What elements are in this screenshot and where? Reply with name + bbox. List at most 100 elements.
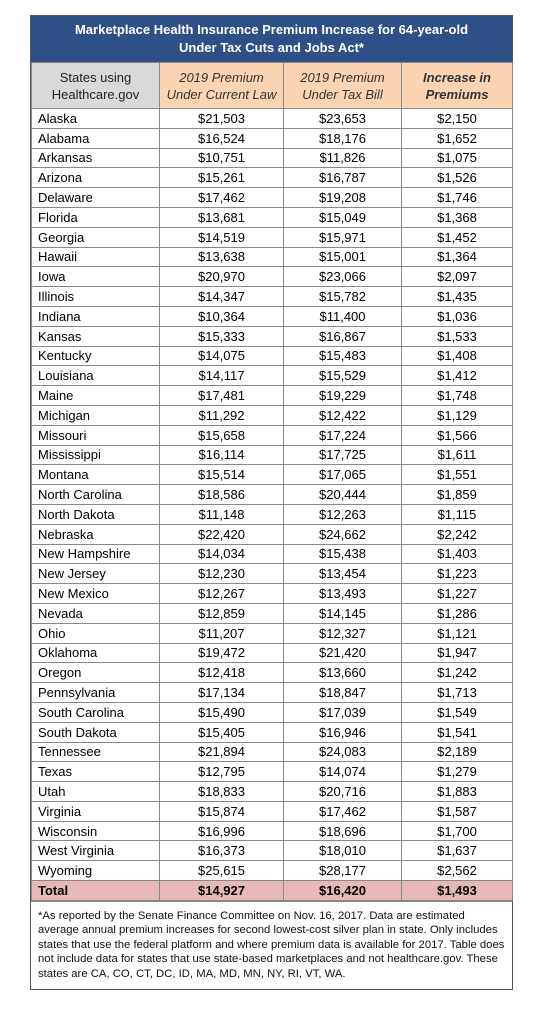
value-cell: $16,787 bbox=[283, 167, 402, 189]
table-row: Maine $17,481 $19,229 $1,748 bbox=[31, 385, 513, 406]
value-cell: $17,462 bbox=[159, 187, 284, 208]
premium-table: States using Healthcare.gov 2019 Premium Un… bbox=[31, 62, 513, 901]
state-cell: Florida bbox=[31, 206, 160, 228]
value-cell: $12,230 bbox=[159, 563, 284, 585]
value-cell: $17,065 bbox=[283, 464, 402, 486]
value-cell: $17,481 bbox=[159, 385, 284, 406]
header-line: 2019 Premium bbox=[300, 69, 385, 85]
value-cell: $13,454 bbox=[283, 563, 402, 585]
value-cell: $17,224 bbox=[283, 424, 402, 446]
value-cell: $15,782 bbox=[283, 286, 402, 307]
table-row: New Mexico $12,267 $13,493 $1,227 bbox=[31, 583, 513, 604]
state-cell: West Virginia bbox=[31, 840, 160, 862]
table-row: North Carolina $18,586 $20,444 $1,859 bbox=[31, 484, 513, 505]
value-cell: $15,483 bbox=[283, 345, 402, 367]
value-cell: $1,227 bbox=[401, 583, 513, 604]
value-cell: $2,242 bbox=[401, 523, 513, 545]
table-row: Indiana $10,364 $11,400 $1,036 bbox=[31, 305, 513, 327]
table-row: New Hampshire $14,034 $15,438 $1,403 bbox=[31, 543, 513, 565]
value-cell: $1,883 bbox=[401, 781, 513, 802]
state-cell: Illinois bbox=[31, 286, 160, 307]
header-line: Increase in bbox=[423, 69, 491, 85]
value-cell: $19,472 bbox=[159, 642, 284, 664]
value-cell: $15,049 bbox=[283, 206, 402, 228]
value-cell: $15,438 bbox=[283, 543, 402, 565]
value-cell: $1,566 bbox=[401, 424, 513, 446]
value-cell: $13,638 bbox=[159, 246, 284, 268]
state-cell: Texas bbox=[31, 761, 160, 783]
value-cell: $12,263 bbox=[283, 503, 402, 525]
state-cell: Missouri bbox=[31, 424, 160, 446]
table-row: Arkansas $10,751 $11,826 $1,075 bbox=[31, 147, 513, 169]
value-cell: $15,261 bbox=[159, 167, 284, 189]
state-cell: North Dakota bbox=[31, 503, 160, 525]
value-cell: $1,746 bbox=[401, 187, 513, 208]
value-cell: $11,400 bbox=[283, 305, 402, 327]
value-cell: $12,795 bbox=[159, 761, 284, 783]
state-cell: Alaska bbox=[31, 108, 160, 129]
value-cell: $10,751 bbox=[159, 147, 284, 169]
value-cell: $15,514 bbox=[159, 464, 284, 486]
value-cell: $10,364 bbox=[159, 305, 284, 327]
value-cell: $24,083 bbox=[283, 741, 402, 763]
value-cell: $1,549 bbox=[401, 701, 513, 723]
state-cell: Wisconsin bbox=[31, 820, 160, 842]
value-cell: $17,134 bbox=[159, 682, 284, 703]
value-cell: $18,696 bbox=[283, 820, 402, 842]
state-cell: Iowa bbox=[31, 266, 160, 288]
header-line: Under Current Law bbox=[166, 86, 277, 102]
value-cell: $1,435 bbox=[401, 286, 513, 307]
value-cell: $16,114 bbox=[159, 444, 284, 466]
value-cell: $16,373 bbox=[159, 840, 284, 862]
value-cell: $1,700 bbox=[401, 820, 513, 842]
table-row: New Jersey $12,230 $13,454 $1,223 bbox=[31, 563, 513, 585]
table-row: Wyoming $25,615 $28,177 $2,562 bbox=[31, 860, 513, 882]
value-cell: $18,176 bbox=[283, 127, 402, 149]
value-cell: $28,177 bbox=[283, 860, 402, 882]
value-cell: $15,333 bbox=[159, 325, 284, 347]
value-cell: $11,826 bbox=[283, 147, 402, 169]
value-cell: $12,422 bbox=[283, 404, 402, 426]
value-cell: $1,859 bbox=[401, 484, 513, 505]
value-cell: $18,010 bbox=[283, 840, 402, 862]
value-cell: $11,148 bbox=[159, 503, 284, 525]
table-row: Alaska $21,503 $23,653 $2,150 bbox=[31, 108, 513, 129]
value-cell: $1,551 bbox=[401, 464, 513, 486]
table-row: Georgia $14,519 $15,971 $1,452 bbox=[31, 226, 513, 248]
value-cell: $1,368 bbox=[401, 206, 513, 228]
value-cell: $1,526 bbox=[401, 167, 513, 189]
state-cell: Arkansas bbox=[31, 147, 160, 169]
value-cell: $1,408 bbox=[401, 345, 513, 367]
value-cell: $1,452 bbox=[401, 226, 513, 248]
state-cell: Virginia bbox=[31, 800, 160, 822]
value-cell: $12,418 bbox=[159, 662, 284, 684]
header-row: States using Healthcare.gov 2019 Premium Un… bbox=[31, 62, 513, 109]
value-cell: $1,713 bbox=[401, 682, 513, 703]
value-cell: $15,405 bbox=[159, 721, 284, 743]
table-row: Louisiana $14,117 $15,529 $1,412 bbox=[31, 365, 513, 387]
state-cell: Oregon bbox=[31, 662, 160, 684]
table-row: North Dakota $11,148 $12,263 $1,115 bbox=[31, 503, 513, 525]
table-row: Oklahoma $19,472 $21,420 $1,947 bbox=[31, 642, 513, 664]
value-cell: $1,242 bbox=[401, 662, 513, 684]
value-cell: $24,662 bbox=[283, 523, 402, 545]
column-header: 2019 Premium Under Tax Bill bbox=[283, 62, 402, 109]
table-row: Iowa $20,970 $23,066 $2,097 bbox=[31, 266, 513, 288]
column-header: States using Healthcare.gov bbox=[31, 62, 160, 109]
state-cell: North Carolina bbox=[31, 484, 160, 505]
table-row: Nebraska $22,420 $24,662 $2,242 bbox=[31, 523, 513, 545]
state-cell: Oklahoma bbox=[31, 642, 160, 664]
table-row: Virginia $15,874 $17,462 $1,587 bbox=[31, 800, 513, 822]
column-header: Increase in Premiums bbox=[401, 62, 513, 109]
table-row: Kentucky $14,075 $15,483 $1,408 bbox=[31, 345, 513, 367]
value-cell: $1,286 bbox=[401, 602, 513, 624]
value-cell: $17,039 bbox=[283, 701, 402, 723]
total-value: $16,420 bbox=[283, 880, 402, 901]
total-row: Total $14,927 $16,420 $1,493 bbox=[31, 880, 513, 901]
value-cell: $17,725 bbox=[283, 444, 402, 466]
value-cell: $21,503 bbox=[159, 108, 284, 129]
table-row: Montana $15,514 $17,065 $1,551 bbox=[31, 464, 513, 486]
value-cell: $1,412 bbox=[401, 365, 513, 387]
value-cell: $11,292 bbox=[159, 404, 284, 426]
